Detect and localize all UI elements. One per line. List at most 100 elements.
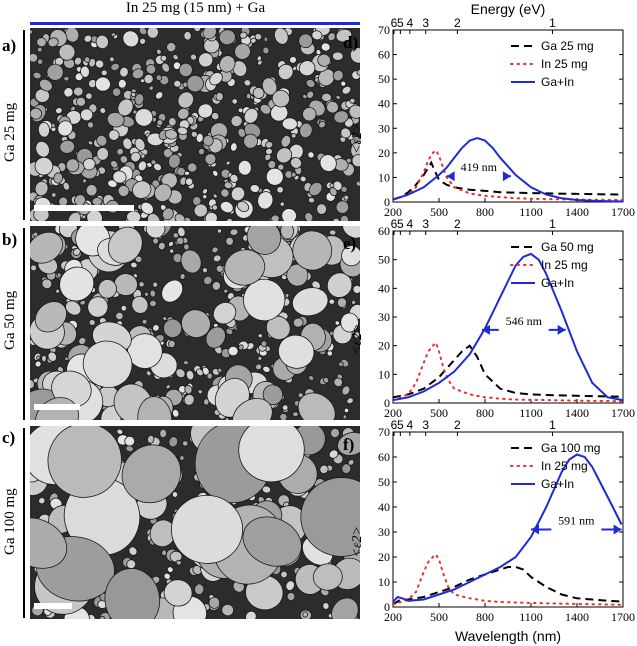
- sem-particle: [291, 287, 329, 317]
- sem-particle: [205, 326, 226, 349]
- x-tick-label: 1100: [519, 406, 543, 420]
- series-line: [392, 566, 624, 606]
- sem-particle: [95, 34, 109, 50]
- sem-particle: [185, 177, 194, 186]
- sem-particle: [265, 141, 274, 149]
- sem-particle: [38, 497, 46, 505]
- top-tick-label: 1: [549, 16, 556, 30]
- plot-frame: [392, 29, 624, 203]
- fwhm-arrowhead-right: [613, 524, 622, 535]
- sem-particle: [322, 602, 330, 610]
- sem-particle: [177, 126, 188, 136]
- sem-particle: [257, 333, 263, 339]
- sem-particle: [267, 160, 277, 170]
- sem-particle: [312, 563, 343, 591]
- sem-particle: [217, 228, 222, 234]
- sem-particle: [177, 91, 195, 109]
- sem-particle: [202, 28, 217, 40]
- scale-bar-a: [34, 205, 134, 211]
- scale-bar-b: [34, 404, 80, 410]
- sem-particle: [230, 186, 246, 202]
- sem-particle: [202, 188, 208, 195]
- sem-particle: [117, 79, 127, 89]
- sem-particle: [163, 318, 183, 338]
- sem-particle: [353, 331, 360, 339]
- sem-particle: [67, 211, 82, 221]
- sem-particle: [328, 298, 335, 305]
- sem-particle: [246, 226, 282, 255]
- sem-particle: [355, 181, 360, 187]
- sem-particle: [198, 52, 214, 68]
- sem-particle: [342, 226, 360, 239]
- sem-particle: [168, 117, 177, 127]
- sem-particle: [335, 95, 341, 100]
- sem-particle: [112, 170, 127, 184]
- sem-particle: [130, 261, 138, 269]
- sem-particle: [211, 204, 218, 211]
- legend-entry: Ga 25 mg: [541, 39, 594, 53]
- y-tick-label: 30: [378, 525, 390, 539]
- sem-particle: [37, 122, 51, 138]
- sem-particle: [263, 36, 269, 42]
- sem-particle: [215, 91, 224, 102]
- sem-particle: [229, 173, 239, 183]
- sem-particle: [183, 360, 189, 366]
- sem-image-small-particles: [30, 28, 360, 221]
- top-tick-label: 6: [391, 418, 398, 432]
- sem-particle: [165, 384, 171, 390]
- sem-particle: [182, 440, 189, 447]
- sem-image-large-particles: [30, 426, 360, 619]
- sem-particle: [254, 33, 263, 41]
- sem-particle: [190, 130, 198, 138]
- top-tick-label: 5: [397, 16, 404, 30]
- sem-particle: [37, 58, 44, 65]
- top-tick-label: 2: [454, 217, 461, 231]
- sem-particle: [340, 127, 352, 139]
- sem-particle: [204, 211, 218, 221]
- sem-particle: [223, 181, 233, 190]
- sem-particle: [187, 162, 198, 173]
- sem-particle: [297, 392, 336, 420]
- sem-particle: [46, 63, 64, 81]
- sem-particle: [74, 194, 86, 207]
- sem-particle: [217, 367, 223, 373]
- top-tick-label: 4: [407, 217, 414, 231]
- sem-particle: [306, 90, 315, 99]
- sem-particle: [326, 100, 339, 114]
- sem-particle: [59, 139, 75, 154]
- sem-particle: [53, 172, 64, 184]
- sem-particle: [340, 80, 347, 87]
- sem-particle: [236, 200, 250, 213]
- sem-particle: [107, 179, 118, 188]
- sem-particle: [82, 178, 87, 184]
- sem-particle: [319, 464, 329, 474]
- y-tick-label: 70: [378, 23, 390, 37]
- sem-particle: [149, 299, 157, 308]
- sem-particle: [166, 566, 174, 573]
- sem-particle: [106, 111, 125, 128]
- sem-particle: [238, 344, 244, 351]
- x-tick-label: 1700: [611, 610, 635, 624]
- top-tick-label: 1: [549, 217, 556, 231]
- sem-particle: [185, 369, 195, 381]
- y-tick-label: 60: [378, 48, 390, 62]
- sem-particle: [298, 33, 313, 49]
- sem-particle: [212, 193, 218, 199]
- sem-particle: [280, 570, 288, 579]
- sem-particle: [128, 546, 138, 556]
- sem-particle: [337, 431, 360, 456]
- chart-f: 0 10 20 30 40 50 60 70 200 500 800 1100 1400 1700 6 5 4 3…: [343, 418, 635, 644]
- sem-particle: [271, 89, 290, 108]
- fwhm-annotation: 591 nm: [558, 514, 595, 528]
- legend-entry: Ga+In: [541, 75, 574, 89]
- sem-particle: [152, 324, 160, 332]
- sem-particle: [343, 407, 350, 413]
- sem-particle: [177, 107, 190, 120]
- sem-particle: [318, 121, 326, 129]
- sem-particle: [234, 43, 251, 60]
- sem-particle: [171, 491, 179, 498]
- sem-particle: [215, 264, 224, 273]
- top-tick-label: 4: [407, 418, 414, 432]
- sem-particle: [307, 151, 315, 159]
- sem-particle: [327, 32, 336, 42]
